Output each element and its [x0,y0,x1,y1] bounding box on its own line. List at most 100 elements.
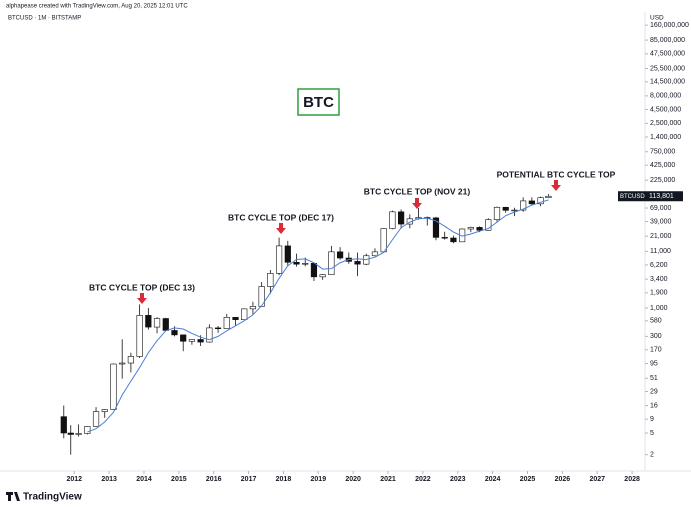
y-tick-label: 425,000 [650,162,675,169]
candle-body [485,219,492,231]
candle-body [241,308,248,320]
candle [371,248,379,257]
candle-body [537,197,544,205]
candle-body [110,363,117,410]
candle-body [354,261,361,265]
candle-body [450,237,457,243]
y-tick-label: 21,000 [650,233,672,240]
candle [127,352,135,373]
candle [389,210,396,230]
y-tick-label: 39,000 [650,218,672,225]
x-tick-label: 2021 [380,476,396,483]
candle [145,307,152,330]
candle [214,326,222,333]
y-tick-label: 3,400 [650,276,668,283]
arrow [551,180,561,191]
candle [136,304,143,359]
candle [223,313,230,329]
candle [241,308,248,321]
candle [232,317,239,326]
candle [502,206,509,213]
candle-body [232,317,239,320]
arrow [276,223,286,234]
candle-body [171,330,178,336]
annotation: BTC CYCLE TOP (DEC 13) [89,282,195,292]
candle-body [267,273,274,287]
candle-body [528,200,535,205]
y-tick-label: 4,500,000 [650,106,681,113]
annotation: POTENTIAL BTC CYCLE TOP [497,169,616,179]
logo-mark [6,492,20,501]
logo: TradingView [6,492,82,503]
y-tick-label: 8,000,000 [650,93,681,100]
candle [110,363,117,411]
candle [267,269,274,294]
candle-body [302,263,309,265]
credit: alphapease created with TradingView.com,… [6,4,188,10]
candle [319,274,326,280]
x-tick-label: 2024 [485,476,501,483]
candle [328,245,335,275]
candle-body [206,327,213,343]
y-tick-label: 95 [650,360,658,367]
y-tick-label: 225,000 [650,177,675,184]
x-tick-label: 2013 [101,476,117,483]
y-tick-label: 9 [650,416,654,423]
price-label: 113,801 [649,193,674,200]
x-tick-label: 2023 [450,476,466,483]
x-tick-label: 2020 [345,476,361,483]
candle [101,409,108,418]
candle [92,407,100,427]
arrows [137,180,561,304]
candle-body [319,274,326,278]
y-tick-label: 47,500,000 [650,51,685,58]
candle [441,231,448,240]
y-tick-label: 69,000 [650,205,672,212]
x-tick-label: 2027 [589,476,605,483]
y-tick-label: 2 [650,451,654,458]
candle-body [310,263,318,278]
logo-text: TradingView [23,492,82,503]
candle [60,405,67,439]
y-tick-label: 51 [650,375,658,382]
chart-title: BTC [303,94,334,111]
x-tick-label: 2012 [66,476,82,483]
x-tick-label: 2017 [241,476,257,483]
candle-body [153,318,161,328]
y-tick-label: 16 [650,402,658,409]
candle-body [92,411,100,427]
candle-body [136,315,143,357]
candle [398,209,405,229]
candle [450,235,457,244]
symbol: BTCUSD · 1M · BITSTAMP [8,16,81,22]
candle-body [75,433,82,435]
candle [293,253,300,267]
candle-body [467,227,474,230]
y-tick-label: 14,500,000 [650,79,685,86]
title-box [297,88,340,116]
x-tick-label: 2028 [624,476,640,483]
x-tick-label: 2014 [136,476,152,483]
candle-body [371,251,379,257]
x-tick-label: 2016 [206,476,222,483]
x-tick-label: 2026 [555,476,571,483]
candle-body [214,327,222,329]
candle-body [328,251,335,275]
candle [180,334,187,352]
candle-body [84,426,91,434]
y-tick-label: 1,400,000 [650,134,681,141]
candle [467,226,474,233]
candle [67,425,74,455]
candle-body [398,211,405,225]
candle [284,240,291,267]
candle-body [493,206,501,220]
moving-average [87,199,549,433]
candle [528,197,535,206]
candle [188,339,196,345]
candle [336,247,344,260]
candle-body [67,432,74,435]
candle-body [389,211,396,229]
candle [537,196,544,207]
